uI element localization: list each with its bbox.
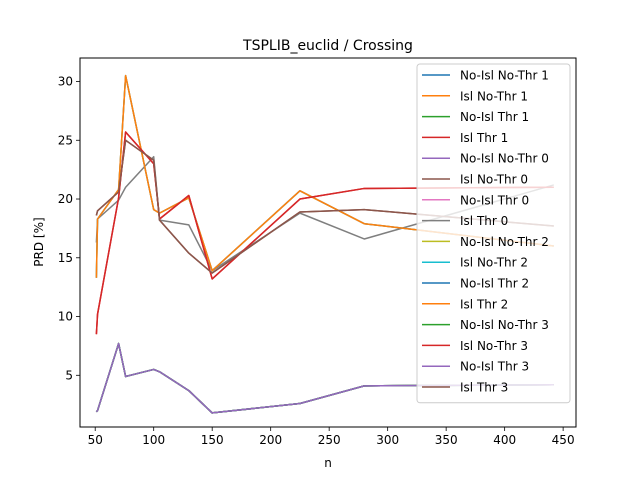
x-axis-label: n xyxy=(324,456,332,470)
x-tick-label: 100 xyxy=(142,433,165,447)
legend: No-Isl No-Thr 1 Isl No-Thr 1 No-Isl Thr 1 I… xyxy=(416,63,571,404)
axes-frame xyxy=(79,57,577,428)
x-tick-label: 300 xyxy=(376,433,399,447)
x-tick-label: 150 xyxy=(201,433,224,447)
legend-label-11: Isl Thr 2 xyxy=(460,297,508,311)
x-tick-label: 250 xyxy=(318,433,341,447)
legend-label-14: No-Isl Thr 3 xyxy=(460,360,529,374)
plot-lines xyxy=(95,74,554,414)
y-tick-label: 5 xyxy=(65,368,73,382)
legend-label-4: No-Isl No-Thr 0 xyxy=(460,152,549,166)
legend-label-13: Isl No-Thr 3 xyxy=(460,339,528,353)
legend-label-6: No-Isl Thr 0 xyxy=(460,193,529,207)
y-tick-label: 30 xyxy=(58,75,73,89)
legend-box xyxy=(416,63,571,404)
legend-label-12: No-Isl No-Thr 3 xyxy=(460,318,549,332)
x-tick-label: 50 xyxy=(88,433,103,447)
legend-label-8: No-Isl No-Thr 2 xyxy=(460,235,549,249)
y-tick-label: 15 xyxy=(58,251,73,265)
y-tick-label: 20 xyxy=(58,192,73,206)
chart-title: TSPLIB_euclid / Crossing xyxy=(242,38,413,54)
legend-label-3: Isl Thr 1 xyxy=(460,131,508,145)
y-tick-label: 10 xyxy=(58,310,73,324)
legend-label-7: Isl Thr 0 xyxy=(460,214,508,228)
legend-label-2: No-Isl Thr 1 xyxy=(460,110,529,124)
x-tick-label: 450 xyxy=(552,433,575,447)
legend-label-10: No-Isl Thr 2 xyxy=(460,277,529,291)
series-line-15 xyxy=(95,139,554,274)
y-axis: 5 10 15 20 25 30 xyxy=(58,75,80,382)
y-axis-label: PRD [%] xyxy=(32,217,46,266)
y-tick-label: 25 xyxy=(58,133,73,147)
x-tick-label: 200 xyxy=(259,433,282,447)
x-tick-label: 400 xyxy=(493,433,516,447)
x-axis: 50 100 150 200 250 300 350 400 450 xyxy=(88,427,575,447)
series-line-14 xyxy=(95,342,554,414)
legend-label-1: Isl No-Thr 1 xyxy=(460,89,528,103)
legend-label-0: No-Isl No-Thr 1 xyxy=(460,69,549,83)
x-tick-label: 350 xyxy=(435,433,458,447)
legend-label-15: Isl Thr 3 xyxy=(460,381,508,395)
legend-label-9: Isl No-Thr 2 xyxy=(460,256,528,270)
legend-label-5: Isl No-Thr 0 xyxy=(460,173,528,187)
